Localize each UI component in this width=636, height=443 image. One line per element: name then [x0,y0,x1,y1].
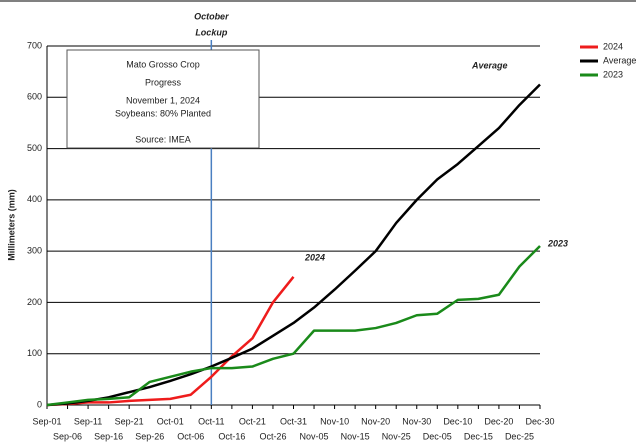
x-tick-label: Dec-15 [464,431,493,441]
x-tick-label: Sep-21 [115,416,144,426]
info-title: Mato Grosso Crop [126,59,200,69]
y-tick-label: 700 [27,40,42,50]
y-tick-label: 400 [27,194,42,204]
y-tick-label: 100 [27,348,42,358]
y-axis-label: Millimeters (mm) [6,189,16,261]
x-tick-label: Nov-25 [382,431,411,441]
y-tick-label: 0 [37,399,42,409]
x-tick-label: Sep-26 [135,431,164,441]
annotation-text: Lockup [195,27,228,37]
y-tick-label: 600 [27,92,42,102]
annotation-text: October [194,11,229,21]
x-tick-label: Nov-20 [361,416,390,426]
x-tick-label: Sep-11 [74,416,102,426]
x-tick-label: Nov-15 [341,431,370,441]
series-line [46,83,541,407]
x-tick-label: Dec-20 [484,416,513,426]
x-tick-label: Dec-10 [443,416,472,426]
series-line [46,245,541,407]
y-tick-label: 200 [27,297,42,307]
info-line: November 1, 2024 [126,95,200,105]
info-title: Progress [145,77,182,87]
series-end-label: Average [471,60,508,70]
x-tick-label: Dec-25 [505,431,534,441]
info-box [66,49,260,149]
x-tick-label: Sep-16 [94,431,123,441]
x-tick-label: Dec-30 [525,416,554,426]
x-tick-label: Nov-30 [402,416,431,426]
x-tick-label: Oct-31 [280,416,307,426]
x-tick-label: Oct-01 [157,416,184,426]
x-tick-label: Nov-10 [320,416,349,426]
info-source: Source: IMEA [135,134,191,144]
legend-label: 2024 [603,41,623,51]
x-tick-label: Oct-26 [259,431,286,441]
legend-label: Average [603,55,636,65]
x-tick-label: Dec-05 [423,431,452,441]
x-tick-label: Sep-06 [53,431,82,441]
series-end-label: 2024 [304,252,325,262]
x-tick-label: Oct-21 [239,416,266,426]
x-tick-label: Nov-05 [300,431,329,441]
y-tick-label: 300 [27,246,42,256]
info-line: Soybeans: 80% Planted [115,108,211,118]
series-line [46,276,295,407]
x-tick-label: Oct-11 [198,416,224,426]
y-tick-label: 500 [27,143,42,153]
x-tick-label: Oct-06 [177,431,204,441]
series-end-label: 2023 [547,238,568,248]
legend-label: 2023 [603,69,623,79]
x-tick-label: Oct-16 [218,431,245,441]
x-tick-label: Sep-01 [32,416,61,426]
